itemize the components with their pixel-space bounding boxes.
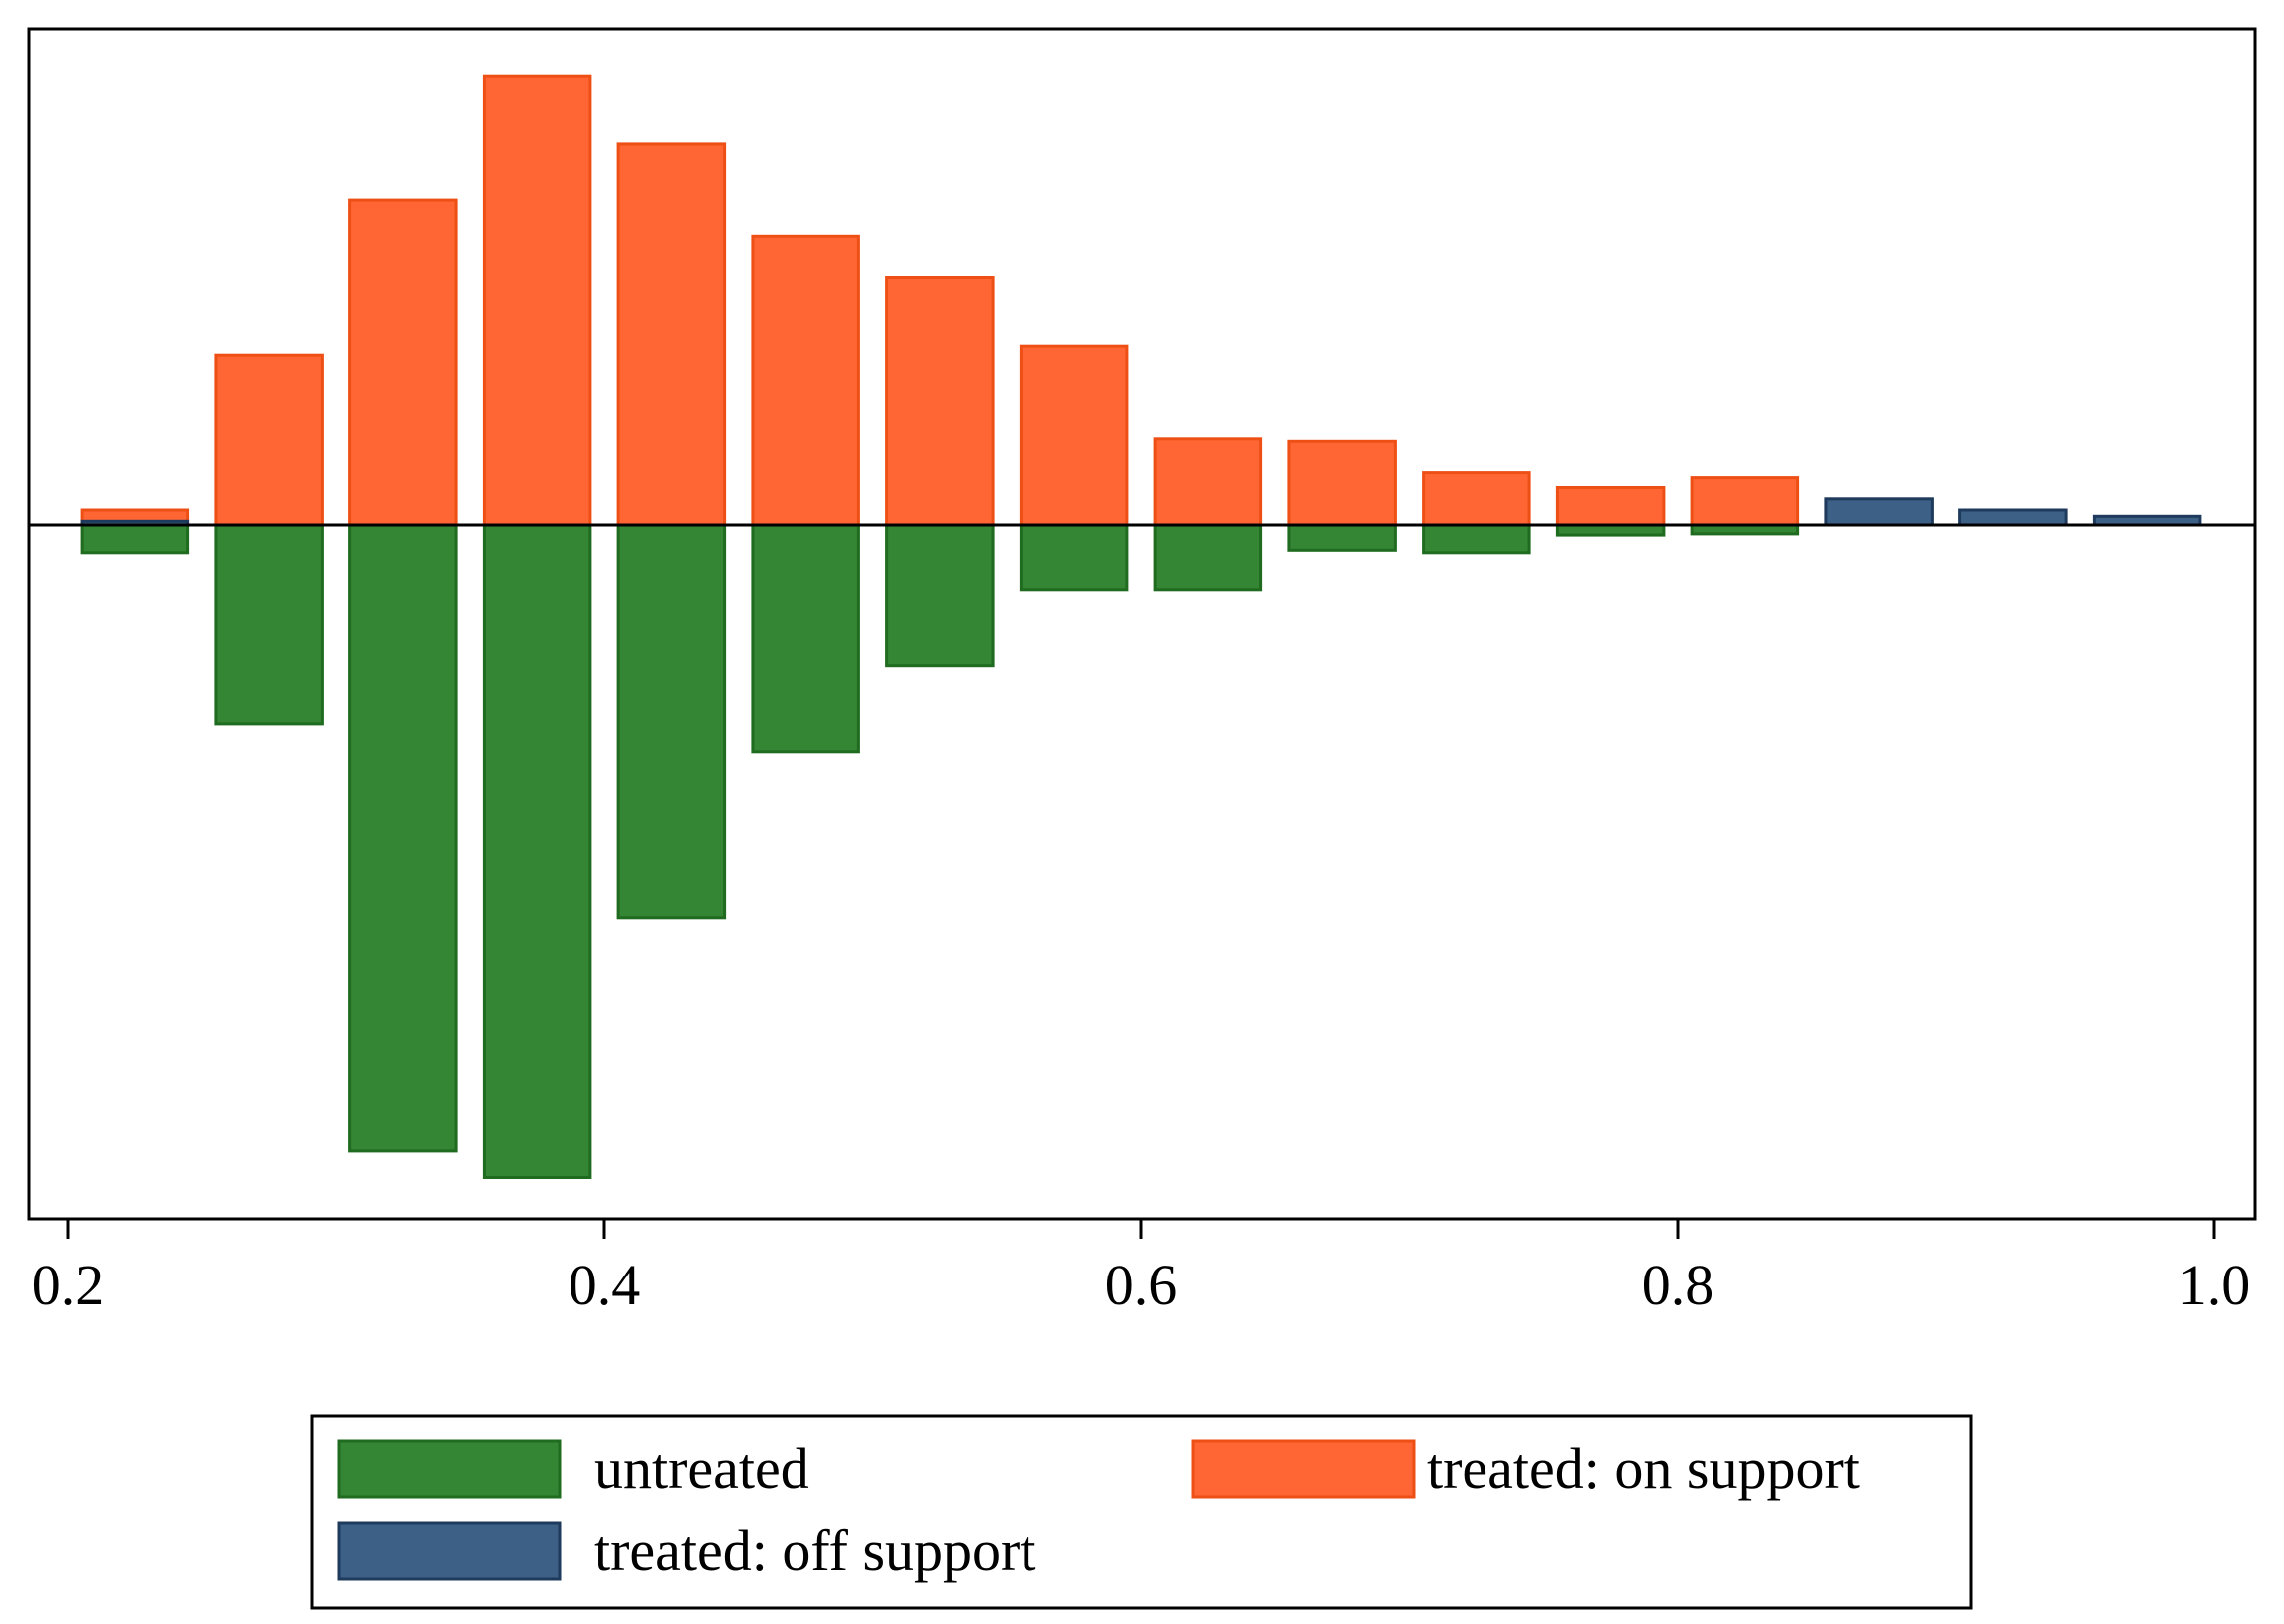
bar-on_support-10 bbox=[1422, 471, 1531, 527]
x-tick-label-1: 0.4 bbox=[569, 1253, 641, 1317]
bar-on_support-2 bbox=[348, 198, 458, 527]
bar-untreated-1 bbox=[214, 523, 324, 726]
legend-swatch-untreated bbox=[337, 1439, 562, 1499]
x-tick-label-2: 0.6 bbox=[1105, 1253, 1178, 1317]
bar-untreated-7 bbox=[1019, 523, 1129, 592]
bar-untreated-5 bbox=[751, 523, 860, 754]
legend-swatch-off-support bbox=[337, 1521, 562, 1581]
bar-on_support-4 bbox=[616, 142, 727, 527]
bar-off_support-13 bbox=[1824, 497, 1934, 527]
bar-on_support-11 bbox=[1555, 486, 1666, 527]
bar-on_support-6 bbox=[885, 276, 995, 527]
bar-untreated-3 bbox=[482, 523, 592, 1179]
bar-untreated-10 bbox=[1422, 523, 1531, 555]
bar-off_support-14 bbox=[1958, 508, 2068, 527]
x-tick-label-4: 1.0 bbox=[2178, 1253, 2251, 1317]
bar-on_support-8 bbox=[1153, 437, 1263, 527]
bar-on_support-7 bbox=[1019, 344, 1129, 527]
legend-swatch-on-support bbox=[1191, 1439, 1416, 1499]
bar-untreated-2 bbox=[348, 523, 458, 1153]
bar-untreated-6 bbox=[885, 523, 995, 668]
bar-on_support-1 bbox=[214, 353, 324, 527]
bar-on_support-9 bbox=[1287, 439, 1397, 527]
bar-on_support-5 bbox=[751, 234, 860, 527]
legend-label-off-support: treated: off support bbox=[594, 1518, 1035, 1583]
x-tick-label-3: 0.8 bbox=[1642, 1253, 1714, 1317]
legend: untreated treated: on support treated: o… bbox=[310, 1414, 1973, 1610]
bar-untreated-4 bbox=[616, 523, 727, 920]
legend-label-on-support: treated: on support bbox=[1427, 1436, 1860, 1501]
bar-on_support-12 bbox=[1690, 476, 1800, 527]
bar-untreated-9 bbox=[1287, 523, 1397, 552]
bar-on_support-3 bbox=[482, 74, 592, 527]
bar-untreated-8 bbox=[1153, 523, 1263, 592]
legend-frame bbox=[310, 1414, 1973, 1610]
bar-untreated-11 bbox=[1555, 523, 1666, 537]
x-tick-label-0: 0.2 bbox=[32, 1253, 105, 1317]
legend-label-untreated: untreated bbox=[594, 1436, 809, 1501]
x-axis: 0.2 0.4 0.6 0.8 1.0 bbox=[32, 1217, 2251, 1317]
bar-untreated-0 bbox=[80, 523, 190, 555]
